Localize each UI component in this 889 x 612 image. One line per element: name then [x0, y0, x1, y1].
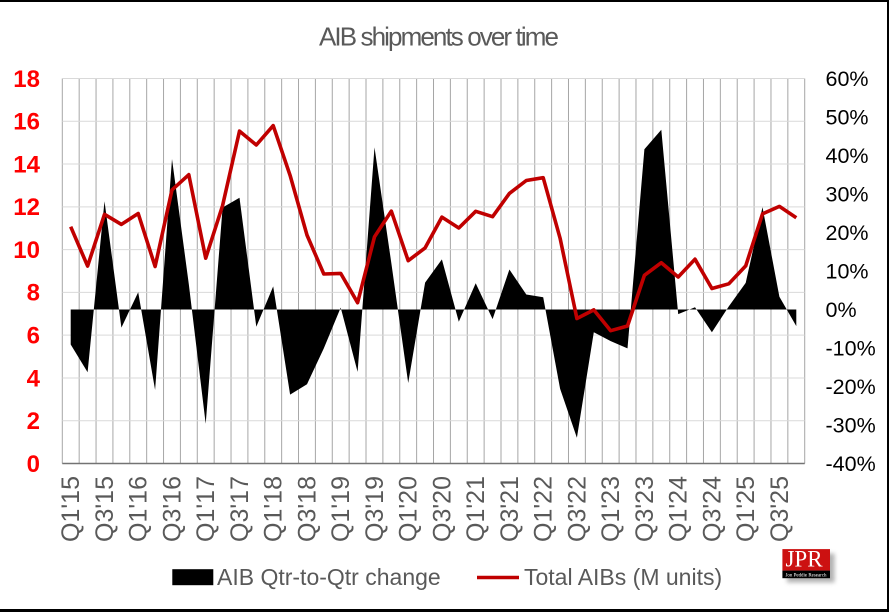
svg-text:40%: 40%: [826, 144, 869, 168]
svg-text:Q3'19: Q3'19: [361, 476, 389, 542]
svg-text:JPR: JPR: [785, 547, 823, 572]
svg-text:14: 14: [13, 151, 40, 178]
svg-text:6: 6: [27, 323, 40, 350]
svg-text:50%: 50%: [826, 106, 869, 130]
svg-text:Q1'16: Q1'16: [125, 476, 153, 542]
svg-text:Q1'23: Q1'23: [597, 476, 625, 542]
svg-text:Q1'21: Q1'21: [462, 476, 490, 542]
svg-text:Q1'19: Q1'19: [327, 476, 355, 542]
svg-text:-40%: -40%: [826, 452, 876, 476]
svg-text:AIB shipments over time: AIB shipments over time: [319, 21, 559, 51]
svg-text:8: 8: [27, 280, 40, 307]
svg-text:12: 12: [13, 194, 40, 221]
svg-text:Q3'21: Q3'21: [496, 476, 524, 542]
svg-text:Q3'18: Q3'18: [294, 476, 322, 542]
svg-text:20%: 20%: [826, 221, 869, 245]
svg-text:30%: 30%: [826, 183, 869, 207]
svg-text:-30%: -30%: [826, 414, 876, 438]
svg-text:18: 18: [13, 66, 40, 93]
svg-text:Q1'15: Q1'15: [57, 476, 85, 542]
svg-text:Jon Peddie Research: Jon Peddie Research: [786, 573, 827, 579]
svg-text:Q3'24: Q3'24: [698, 476, 726, 542]
svg-text:0: 0: [27, 451, 40, 478]
svg-text:Q3'25: Q3'25: [766, 476, 794, 542]
svg-text:Q1'20: Q1'20: [395, 476, 423, 542]
svg-text:Q3'20: Q3'20: [428, 476, 456, 542]
svg-text:10%: 10%: [826, 260, 869, 284]
svg-text:Q1'24: Q1'24: [665, 476, 693, 542]
svg-text:Q3'23: Q3'23: [631, 476, 659, 542]
svg-text:60%: 60%: [826, 67, 869, 91]
svg-text:4: 4: [27, 365, 41, 392]
svg-text:Q1'17: Q1'17: [192, 476, 220, 542]
svg-text:Q3'16: Q3'16: [159, 476, 187, 542]
svg-text:Q1'25: Q1'25: [732, 476, 760, 542]
svg-text:Q1'18: Q1'18: [260, 476, 288, 542]
svg-text:Total AIBs (M units): Total AIBs (M units): [524, 564, 722, 590]
svg-text:16: 16: [13, 109, 40, 136]
svg-text:AIB Qtr-to-Qtr change: AIB Qtr-to-Qtr change: [217, 564, 441, 590]
svg-text:Q1'22: Q1'22: [530, 476, 558, 542]
svg-text:10: 10: [13, 237, 40, 264]
svg-text:-10%: -10%: [826, 337, 876, 361]
svg-text:0%: 0%: [826, 298, 857, 322]
svg-text:2: 2: [27, 408, 40, 435]
svg-text:Q3'15: Q3'15: [91, 476, 119, 542]
svg-text:Q3'17: Q3'17: [226, 476, 254, 542]
svg-text:Q3'22: Q3'22: [563, 476, 591, 542]
svg-text:-20%: -20%: [826, 375, 876, 399]
